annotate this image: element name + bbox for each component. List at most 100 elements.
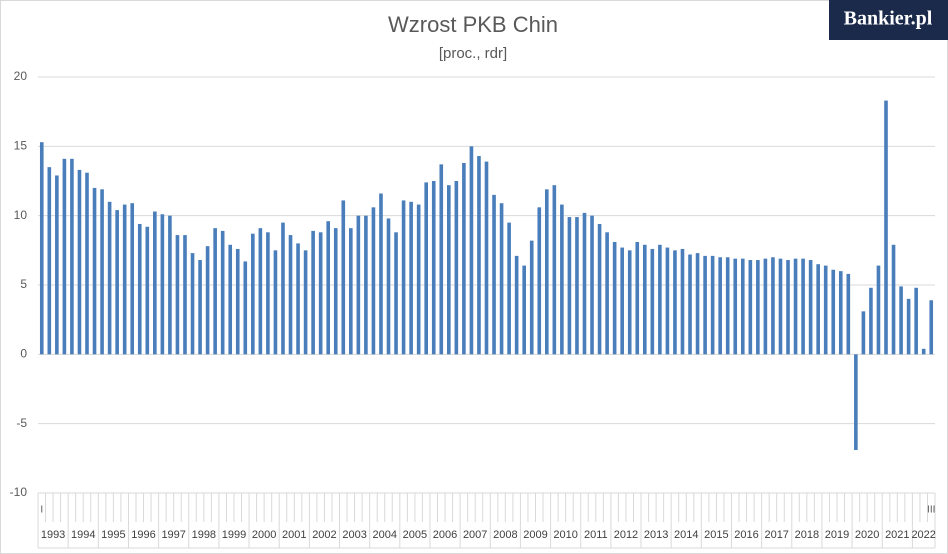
bar [409, 201, 413, 355]
bar [635, 242, 640, 355]
year-label: 2018 [795, 529, 819, 541]
bar [168, 215, 172, 355]
bar [733, 258, 738, 355]
bar [39, 142, 44, 355]
bar [899, 286, 903, 355]
bar [763, 258, 768, 355]
bar [213, 228, 217, 355]
bar [100, 189, 104, 355]
y-tick-label: 5 [20, 277, 27, 291]
bar [673, 250, 677, 355]
bar [77, 169, 82, 355]
year-label: 2021 [885, 529, 909, 541]
bar [605, 232, 609, 355]
year-label: 1999 [222, 529, 246, 541]
year-label: 2016 [734, 529, 758, 541]
bar [492, 194, 496, 355]
bar [462, 162, 466, 355]
bar [228, 244, 233, 355]
bar [62, 158, 67, 355]
bar [145, 226, 150, 355]
bar [258, 228, 263, 355]
bar [47, 167, 52, 355]
bar [220, 230, 225, 355]
bar [801, 258, 805, 355]
bar [725, 257, 730, 355]
bar [273, 250, 278, 355]
bar [756, 260, 760, 355]
bar [431, 181, 436, 355]
bar [507, 222, 511, 355]
bar [198, 260, 202, 355]
bar [552, 185, 557, 355]
bar [137, 223, 142, 355]
bar [838, 271, 843, 355]
year-label: 1994 [71, 529, 95, 541]
bar [658, 244, 662, 355]
bar [303, 250, 308, 355]
bar [326, 221, 331, 355]
year-label: 2011 [584, 529, 608, 541]
bar [620, 247, 624, 355]
bar [718, 257, 722, 355]
bar [439, 164, 444, 355]
bar [575, 217, 579, 355]
y-tick-label: 0 [20, 347, 27, 361]
bar [884, 100, 888, 355]
bar [831, 269, 836, 355]
y-tick-label: 10 [14, 208, 28, 222]
bar [85, 172, 89, 355]
year-label: 2022 [911, 529, 935, 541]
year-label: 2003 [342, 529, 366, 541]
bar [891, 244, 896, 355]
bar [650, 248, 655, 355]
bar [861, 311, 866, 355]
bar [590, 215, 594, 355]
bar [816, 264, 820, 355]
bar [107, 201, 112, 355]
logo-box [829, 0, 948, 40]
bar [122, 204, 127, 355]
x-tick-label: III [927, 505, 935, 516]
bar [680, 248, 685, 355]
year-label: 2013 [644, 529, 668, 541]
bar [823, 265, 828, 355]
bar [597, 223, 602, 355]
year-label: 2019 [825, 529, 849, 541]
bar [869, 287, 873, 355]
year-label: 2008 [493, 529, 517, 541]
bar [567, 217, 572, 355]
bar [115, 210, 119, 355]
y-tick-label: -5 [16, 416, 27, 430]
bar [281, 222, 285, 355]
bar [266, 232, 270, 355]
bar [311, 230, 315, 355]
bar [364, 215, 368, 355]
bar [582, 212, 587, 355]
bar [288, 235, 293, 355]
bar [454, 181, 459, 355]
bar [416, 204, 421, 355]
logo: Bankier.pl [844, 8, 933, 30]
bar [92, 187, 97, 355]
chart-title: Wzrost PKB Chin [388, 12, 558, 37]
bar [921, 348, 926, 355]
bar [243, 261, 248, 355]
bar [778, 258, 783, 355]
bar [529, 240, 534, 355]
bar [55, 175, 59, 355]
bar [703, 255, 707, 355]
bar [371, 207, 376, 355]
bar [514, 255, 519, 355]
year-label: 2015 [704, 529, 728, 541]
bar [160, 214, 165, 355]
year-label: 2006 [433, 529, 457, 541]
bar [914, 287, 918, 355]
year-label: 2002 [312, 529, 336, 541]
bar [876, 265, 881, 355]
bar [906, 298, 911, 355]
bar [808, 260, 813, 355]
year-label: 1993 [41, 529, 65, 541]
